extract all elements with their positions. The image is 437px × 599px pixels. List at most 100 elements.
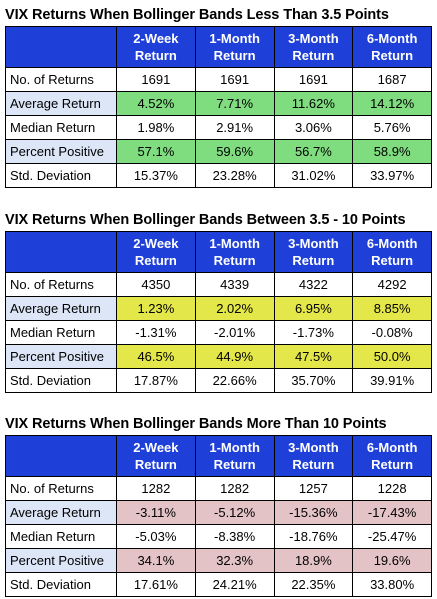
row-label: Std. Deviation [5, 572, 117, 597]
table-cell: 58.9% [352, 139, 432, 164]
header-cell: 6-Month Return [352, 26, 432, 68]
table-cell: 4.52% [116, 91, 196, 116]
row-label: Average Return [5, 91, 117, 116]
table-cell: 2.91% [194, 115, 275, 140]
table-title: VIX Returns When Bollinger Bands More Th… [5, 416, 387, 432]
table-row: No. of Returns 4350 4339 4322 4292 [5, 272, 432, 297]
table-cell: 31.02% [273, 163, 354, 188]
table-cell: -3.11% [116, 500, 196, 525]
returns-table: 2-Week Return 1-Month Return 3-Month Return… [5, 231, 432, 393]
table-row: No. of Returns 1282 1282 1257 1228 [5, 476, 432, 501]
row-label: Std. Deviation [5, 163, 117, 188]
row-label: No. of Returns [5, 272, 117, 297]
table-row: Average Return 1.23% 2.02% 6.95% 8.85% [5, 296, 432, 321]
table-row: No. of Returns 1691 1691 1691 1687 [5, 67, 432, 92]
table-cell: 5.76% [352, 115, 432, 140]
table-section-low-bands: VIX Returns When Bollinger Bands Less Th… [5, 5, 432, 188]
table-cell: 22.66% [194, 368, 275, 393]
table-cell: 17.61% [116, 572, 196, 597]
table-cell: 1282 [194, 476, 275, 501]
table-cell: 2.02% [194, 296, 275, 321]
table-cell: 1691 [116, 67, 196, 92]
row-label: Percent Positive [5, 139, 117, 164]
header-corner [5, 435, 117, 477]
header-row: 2-Week Return 1-Month Return 3-Month Return… [5, 231, 432, 273]
table-row: Percent Positive 46.5% 44.9% 47.5% 50.0% [5, 344, 432, 369]
table-row: Std. Deviation 17.87% 22.66% 35.70% 39.9… [5, 368, 432, 393]
table-cell: 6.95% [273, 296, 354, 321]
row-label: Average Return [5, 296, 117, 321]
table-cell: 11.62% [273, 91, 354, 116]
table-section-mid-bands: VIX Returns When Bollinger Bands Between… [5, 210, 432, 393]
header-cell: 2-Week Return [116, 26, 196, 68]
table-cell: 4292 [352, 272, 432, 297]
table-cell: 44.9% [194, 344, 275, 369]
table-cell: 7.71% [194, 91, 275, 116]
table-cell: -18.76% [273, 524, 354, 549]
table-row: Percent Positive 34.1% 32.3% 18.9% 19.6% [5, 548, 432, 573]
returns-table: 2-Week Return 1-Month Return 3-Month Return… [5, 435, 432, 597]
table-cell: -17.43% [352, 500, 432, 525]
table-cell: 33.97% [352, 163, 432, 188]
table-cell: 15.37% [116, 163, 196, 188]
table-row: Median Return -1.31% -2.01% -1.73% -0.08… [5, 320, 432, 345]
table-cell: 22.35% [273, 572, 354, 597]
header-corner [5, 231, 117, 273]
table-cell: 39.91% [352, 368, 432, 393]
header-cell: 3-Month Return [273, 26, 354, 68]
table-cell: -8.38% [194, 524, 275, 549]
table-cell: 57.1% [116, 139, 196, 164]
table-cell: 1687 [352, 67, 432, 92]
header-corner [5, 26, 117, 68]
table-cell: 1.98% [116, 115, 196, 140]
table-cell: -1.31% [116, 320, 196, 345]
table-row: Std. Deviation 17.61% 24.21% 22.35% 33.8… [5, 572, 432, 597]
table-cell: 4350 [116, 272, 196, 297]
table-cell: -5.12% [194, 500, 275, 525]
table-cell: -25.47% [352, 524, 432, 549]
header-cell: 1-Month Return [194, 231, 275, 273]
table-row: Percent Positive 57.1% 59.6% 56.7% 58.9% [5, 139, 432, 164]
table-cell: 47.5% [273, 344, 354, 369]
table-cell: -15.36% [273, 500, 354, 525]
table-cell: 50.0% [352, 344, 432, 369]
table-cell: 33.80% [352, 572, 432, 597]
header-cell: 3-Month Return [273, 231, 354, 273]
table-cell: 1691 [273, 67, 354, 92]
row-label: Std. Deviation [5, 368, 117, 393]
table-row: Std. Deviation 15.37% 23.28% 31.02% 33.9… [5, 163, 432, 188]
table-cell: 59.6% [194, 139, 275, 164]
row-label: Median Return [5, 320, 117, 345]
table-cell: 19.6% [352, 548, 432, 573]
header-cell: 1-Month Return [194, 26, 275, 68]
table-cell: 1282 [116, 476, 196, 501]
table-row: Average Return 4.52% 7.71% 11.62% 14.12% [5, 91, 432, 116]
header-cell: 1-Month Return [194, 435, 275, 477]
row-label: No. of Returns [5, 67, 117, 92]
table-cell: 18.9% [273, 548, 354, 573]
row-label: Median Return [5, 524, 117, 549]
table-cell: 1691 [194, 67, 275, 92]
table-cell: 4339 [194, 272, 275, 297]
table-cell: 23.28% [194, 163, 275, 188]
row-label: Median Return [5, 115, 117, 140]
header-cell: 2-Week Return [116, 231, 196, 273]
header-row: 2-Week Return 1-Month Return 3-Month Return… [5, 26, 432, 68]
table-cell: 8.85% [352, 296, 432, 321]
table-title: VIX Returns When Bollinger Bands Between… [5, 212, 406, 228]
table-cell: 1228 [352, 476, 432, 501]
table-cell: -1.73% [273, 320, 354, 345]
returns-table: 2-Week Return 1-Month Return 3-Month Return… [5, 26, 432, 188]
table-cell: 3.06% [273, 115, 354, 140]
table-section-high-bands: VIX Returns When Bollinger Bands More Th… [5, 414, 432, 597]
row-label: No. of Returns [5, 476, 117, 501]
table-cell: 34.1% [116, 548, 196, 573]
row-label: Percent Positive [5, 344, 117, 369]
table-cell: -2.01% [194, 320, 275, 345]
table-cell: 56.7% [273, 139, 354, 164]
table-row: Median Return 1.98% 2.91% 3.06% 5.76% [5, 115, 432, 140]
table-cell: 17.87% [116, 368, 196, 393]
header-cell: 3-Month Return [273, 435, 354, 477]
header-row: 2-Week Return 1-Month Return 3-Month Return… [5, 435, 432, 477]
table-cell: 46.5% [116, 344, 196, 369]
